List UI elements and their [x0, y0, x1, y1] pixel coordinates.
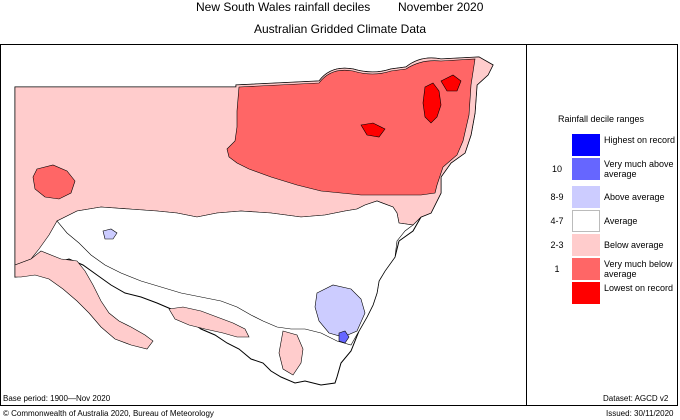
legend-label: Average: [604, 216, 638, 226]
legend-label: Above average: [604, 192, 665, 202]
map-subtitle: Australian Gridded Climate Data: [253, 22, 427, 36]
legend-label: Highest on record: [604, 135, 676, 145]
lowest-on-record-c: [360, 122, 386, 138]
below-average-southwest: [14, 250, 154, 350]
legend-item-above: 8-9 Above average: [526, 186, 678, 208]
legend-label: Very much below average: [604, 259, 673, 279]
legend-range: 8-9: [550, 192, 564, 202]
above-average-southeast: [314, 284, 366, 338]
legend-item-average: 4-7 Average: [526, 210, 678, 232]
legend-range: 2-3: [550, 240, 564, 250]
lowest-on-record-b: [440, 74, 462, 92]
legend-swatch: [572, 234, 600, 256]
nsw-rainfall-map: [14, 56, 494, 386]
title-period: November 2020: [398, 0, 484, 14]
legend-range: 1: [554, 264, 560, 274]
below-average-southeast: [278, 330, 304, 376]
legend-label: Lowest on record: [604, 283, 674, 293]
map-title: New South Wales rainfall deciles Novembe…: [0, 0, 680, 14]
legend-range: 4-7: [550, 216, 564, 226]
legend-item-highest: Highest on record: [526, 134, 678, 156]
map-frame: [0, 44, 678, 406]
very-much-below-average-west: [32, 164, 76, 200]
title-text: New South Wales rainfall deciles: [196, 0, 371, 14]
base-period: Base period: 1900—Nov 2020: [3, 394, 111, 403]
very-much-below-average-northeast: [226, 58, 476, 196]
legend-swatch: [572, 186, 600, 208]
legend-swatch: [572, 134, 600, 156]
frame-divider: [526, 44, 527, 406]
legend-item-lowest: Lowest on record: [526, 282, 678, 304]
very-much-above-average-southeast: [338, 330, 350, 344]
legend-swatch: [572, 158, 600, 180]
copyright: © Commonwealth of Australia 2020, Bureau…: [3, 409, 214, 418]
legend-swatch: [572, 282, 600, 304]
above-average-central: [102, 228, 118, 240]
legend-swatch: [572, 210, 600, 232]
legend-item-very-much-below: 1 Very much below average: [526, 258, 678, 280]
legend-label: Below average: [604, 240, 664, 250]
legend-label: Very much above average: [604, 159, 674, 179]
legend-item-very-much-above: 10 Very much above average: [526, 158, 678, 180]
legend-item-below: 2-3 Below average: [526, 234, 678, 256]
legend-swatch: [572, 258, 600, 280]
lowest-on-record-a: [422, 82, 442, 124]
legend-title: Rainfall decile ranges: [558, 114, 645, 124]
issued-date: Issued: 30/11/2020: [606, 409, 674, 418]
legend-range: 10: [551, 164, 562, 174]
dataset-label: Dataset: AGCD v2: [603, 394, 669, 403]
below-average-south: [168, 306, 250, 338]
